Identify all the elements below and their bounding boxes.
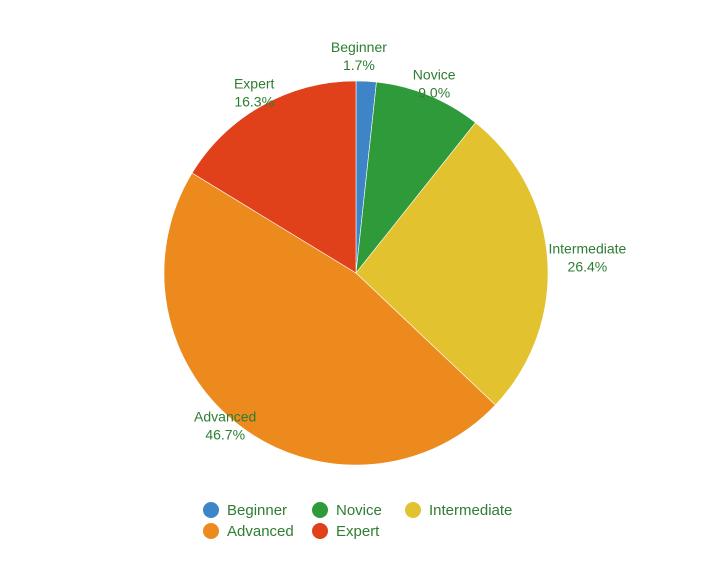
- slice-label-value: 9.0%: [418, 84, 450, 100]
- slice-label-beginner: Beginner 1.7%: [331, 39, 387, 73]
- slice-label-name: Advanced: [194, 408, 256, 424]
- slice-label-name: Novice: [413, 66, 456, 82]
- legend-item-expert[interactable]: Expert: [312, 523, 380, 540]
- slice-label-expert: Expert 16.3%: [234, 76, 275, 110]
- legend-label-expert: Expert: [336, 523, 380, 540]
- legend-item-novice[interactable]: Novice: [312, 502, 382, 519]
- slice-labels-layer: Beginner 1.7% Novice 9.0% Intermediate 26.4% A…: [194, 39, 626, 442]
- legend: Beginner Novice Intermediate Advanced Expert: [203, 502, 512, 540]
- slices-layer: [163, 80, 549, 466]
- slice-label-value: 46.7%: [205, 426, 245, 442]
- legend-swatch-novice: [312, 502, 328, 518]
- legend-item-intermediate[interactable]: Intermediate: [405, 502, 512, 519]
- legend-label-advanced: Advanced: [227, 523, 294, 540]
- legend-swatch-advanced: [203, 523, 219, 539]
- legend-item-advanced[interactable]: Advanced: [203, 523, 294, 540]
- legend-label-novice: Novice: [336, 502, 382, 519]
- slice-expert[interactable]: [191, 80, 357, 274]
- slice-label-name: Beginner: [331, 39, 387, 55]
- legend-label-intermediate: Intermediate: [429, 502, 512, 519]
- slice-label-name: Intermediate: [548, 241, 626, 257]
- slice-label-intermediate: Intermediate 26.4%: [548, 241, 626, 275]
- slice-label-novice: Novice 9.0%: [413, 66, 456, 100]
- legend-swatch-intermediate: [405, 502, 421, 518]
- slice-novice[interactable]: [355, 81, 476, 274]
- legend-swatch-beginner: [203, 502, 219, 518]
- slice-label-value: 16.3%: [234, 94, 274, 110]
- slice-advanced[interactable]: [163, 172, 496, 466]
- slice-label-advanced: Advanced 46.7%: [194, 408, 256, 442]
- slice-intermediate[interactable]: [355, 122, 549, 406]
- slice-label-name: Expert: [234, 76, 275, 92]
- legend-item-beginner[interactable]: Beginner: [203, 502, 287, 519]
- slice-label-value: 26.4%: [568, 259, 608, 275]
- legend-label-beginner: Beginner: [227, 502, 287, 519]
- slice-label-value: 1.7%: [343, 57, 375, 73]
- legend-swatch-expert: [312, 523, 328, 539]
